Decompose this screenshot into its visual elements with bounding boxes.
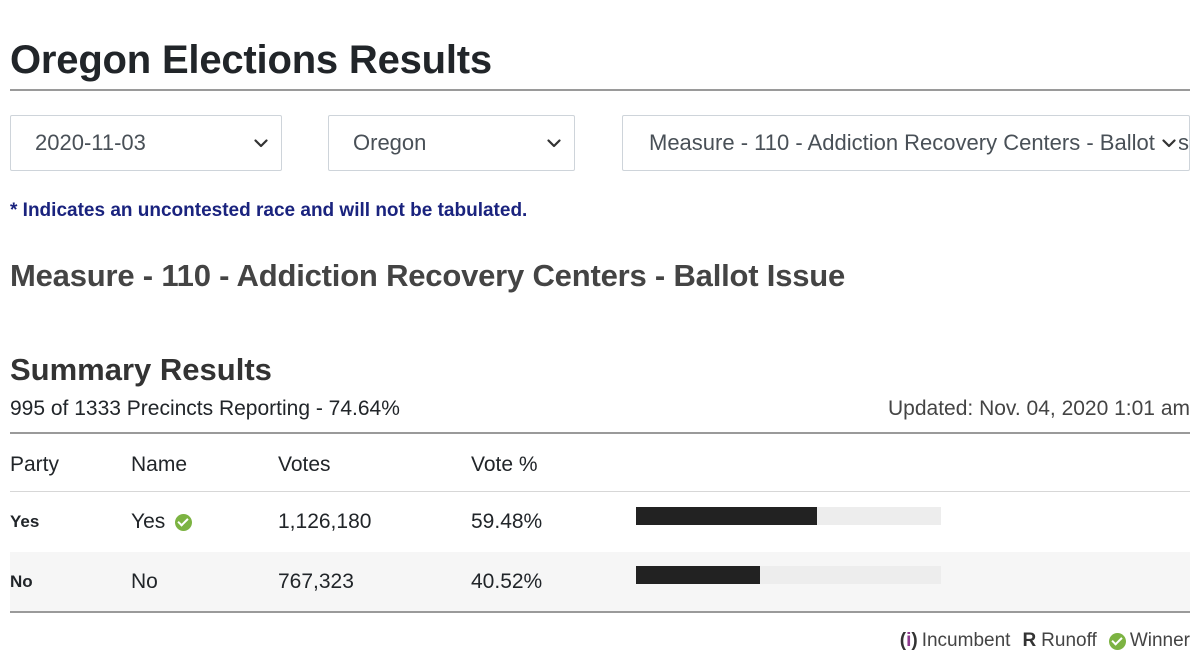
date-select[interactable]: 2020-11-03: [10, 115, 282, 171]
vote-pct-cell: 59.48%: [471, 510, 543, 533]
name-cell: Yes: [131, 492, 193, 552]
uncontested-note: * Indicates an uncontested race and will…: [10, 200, 528, 221]
chevron-down-icon: [544, 116, 564, 170]
winner-check-icon: [175, 513, 193, 531]
legend-winner: Winner: [1108, 630, 1190, 652]
vote-bar-fill: [636, 566, 760, 584]
header-name: Name: [131, 453, 188, 476]
updated-timestamp: Updated: Nov. 04, 2020 1:01 am: [888, 397, 1190, 420]
region-select[interactable]: Oregon: [328, 115, 575, 171]
party-cell: Yes: [10, 512, 40, 531]
page-title: Oregon Elections Results: [10, 38, 492, 82]
candidate-name: No: [131, 570, 158, 593]
chevron-down-icon: [1159, 116, 1179, 170]
header-votes: Votes: [278, 453, 331, 476]
race-select-value: Measure - 110 - Addiction Recovery Cente…: [649, 130, 1190, 155]
table-row: Yes Yes 1,126,180 59.48%: [10, 492, 1190, 552]
vote-pct-cell: 40.52%: [471, 570, 543, 593]
table-top-divider: [10, 432, 1190, 434]
date-select-value: 2020-11-03: [35, 130, 146, 155]
legend-runoff: R Runoff: [1022, 630, 1096, 652]
runoff-icon: R: [1022, 630, 1037, 651]
votes-cell: 767,323: [278, 570, 354, 593]
legend-runoff-label: Runoff: [1041, 630, 1097, 651]
race-select[interactable]: Measure - 110 - Addiction Recovery Cente…: [622, 115, 1190, 171]
legend-incumbent-label: Incumbent: [921, 630, 1011, 651]
party-cell: No: [10, 572, 33, 591]
region-select-value: Oregon: [353, 130, 427, 155]
title-divider: [10, 89, 1190, 91]
legend-incumbent: (i) Incumbent: [900, 630, 1011, 652]
header-divider: [10, 491, 1190, 492]
table-row: No No 767,323 40.52%: [10, 552, 1190, 612]
precincts-reporting: 995 of 1333 Precincts Reporting - 74.64%: [10, 397, 400, 420]
winner-check-icon: [1108, 632, 1126, 650]
header-vote-pct: Vote %: [471, 453, 538, 476]
race-title: Measure - 110 - Addiction Recovery Cente…: [10, 258, 846, 293]
votes-cell: 1,126,180: [278, 510, 372, 533]
summary-title: Summary Results: [10, 352, 272, 387]
legend: (i) Incumbent R Runoff Winner: [900, 630, 1190, 652]
chevron-down-icon: [251, 116, 271, 170]
legend-winner-label: Winner: [1129, 630, 1190, 651]
vote-bar-track: [636, 507, 941, 525]
vote-bar-fill: [636, 507, 818, 525]
candidate-name: Yes: [131, 510, 166, 533]
vote-bar-track: [636, 566, 941, 584]
incumbent-icon: (i): [899, 630, 918, 651]
name-cell: No: [131, 552, 158, 612]
table-bottom-divider: [10, 611, 1190, 613]
header-party: Party: [10, 453, 60, 476]
